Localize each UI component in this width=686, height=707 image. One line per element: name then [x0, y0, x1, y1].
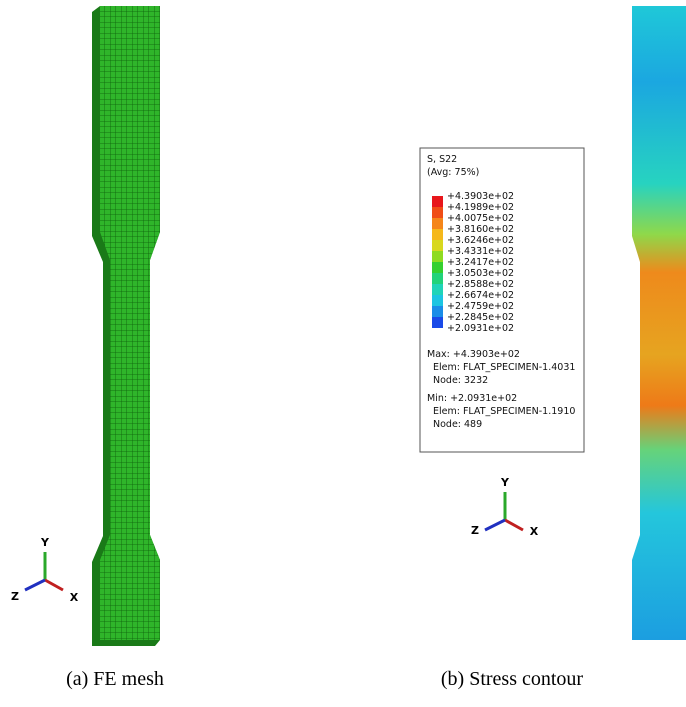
legend-swatch — [432, 262, 443, 273]
triad-y: Y — [500, 476, 510, 489]
axis-triad: Y Z X — [11, 536, 79, 604]
legend-swatch — [432, 317, 443, 328]
legend-level: +2.2845e+02 — [447, 312, 514, 323]
legend-swatch — [432, 306, 443, 317]
legend-box: S, S22 (Avg: 75%) +4.3903e+02+4.1989e+02… — [420, 148, 584, 452]
legend-swatch — [432, 229, 443, 240]
legend-title: S, S22 — [427, 154, 457, 165]
mesh-specimen — [92, 6, 160, 646]
legend-level: +4.0075e+02 — [447, 213, 514, 224]
axis-triad: Y Z X — [471, 476, 539, 538]
legend-swatch — [432, 196, 443, 207]
legend-level: +2.8588e+02 — [447, 279, 514, 290]
legend-level: +2.6674e+02 — [447, 290, 514, 301]
legend-max-node: Node: 3232 — [433, 375, 488, 386]
legend-level: +2.0931e+02 — [447, 323, 514, 334]
legend-swatch — [432, 240, 443, 251]
legend-swatch — [432, 295, 443, 306]
legend-max: Max: +4.3903e+02 — [427, 349, 520, 360]
legend-level: +3.6246e+02 — [447, 235, 514, 246]
stress-specimen — [632, 6, 686, 640]
legend-level: +2.4759e+02 — [447, 301, 514, 312]
legend-subtitle: (Avg: 75%) — [427, 167, 479, 178]
legend-swatch — [432, 284, 443, 295]
legend-swatch — [432, 218, 443, 229]
caption: (a) FE mesh — [66, 668, 164, 690]
legend-min-node: Node: 489 — [433, 419, 482, 430]
triad-z: Z — [11, 590, 19, 603]
triad-x: X — [70, 591, 79, 604]
legend-level: +4.3903e+02 — [447, 191, 514, 202]
legend-level: +3.8160e+02 — [447, 224, 514, 235]
legend-swatch — [432, 251, 443, 262]
triad-z: Z — [471, 524, 479, 537]
legend-level: +3.2417e+02 — [447, 257, 514, 268]
legend-max-elem: Elem: FLAT_SPECIMEN-1.4031 — [433, 362, 575, 373]
legend-swatch — [432, 273, 443, 284]
legend-swatch — [432, 207, 443, 218]
triad-y: Y — [40, 536, 50, 549]
triad-x: X — [530, 525, 539, 538]
legend-level: +4.1989e+02 — [447, 202, 514, 213]
caption: (b) Stress contour — [441, 668, 584, 690]
legend-min-elem: Elem: FLAT_SPECIMEN-1.1910 — [433, 406, 575, 417]
legend-min: Min: +2.0931e+02 — [427, 393, 517, 404]
legend-level: +3.4331e+02 — [447, 246, 514, 257]
legend-level: +3.0503e+02 — [447, 268, 514, 279]
figure: Y Z X (a) FE mesh S, S22 (Avg: 75%) +4.3… — [0, 0, 686, 707]
